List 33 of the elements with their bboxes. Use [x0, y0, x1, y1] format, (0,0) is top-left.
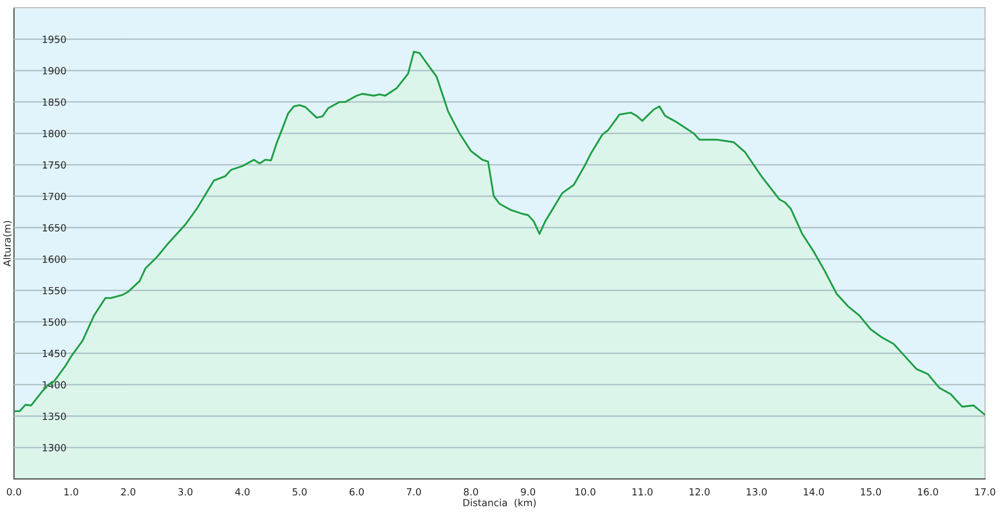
- x-tick-label: 11.0: [632, 488, 652, 496]
- x-tick-label: 17.0: [975, 488, 996, 496]
- x-tick-label: 5.0: [292, 488, 307, 496]
- x-tick-label: 15.0: [861, 488, 881, 496]
- x-tick-label: 1.0: [64, 488, 78, 496]
- x-tick-label: 14.0: [804, 488, 824, 496]
- y-tick-label: 1350: [42, 412, 66, 420]
- y-tick-label: 1950: [42, 36, 66, 43]
- x-tick-label: 10.0: [575, 488, 596, 496]
- y-tick-label: 1550: [42, 286, 66, 294]
- y-tick-label: 1700: [42, 192, 66, 200]
- y-tick-label: 1900: [42, 67, 66, 74]
- y-tick-label: 1650: [42, 224, 66, 232]
- y-tick-label: 1500: [42, 318, 66, 326]
- x-tick-label: 9.0: [520, 488, 536, 496]
- y-tick-label: 1850: [42, 98, 66, 106]
- x-tick-label: 8.0: [464, 488, 478, 496]
- x-tick-label: 3.0: [178, 488, 192, 496]
- x-tick-label: 6.0: [350, 488, 364, 496]
- x-tick-label: 0.0: [6, 488, 22, 496]
- y-tick-label: 1800: [42, 130, 66, 138]
- x-tick-label: 16.0: [918, 488, 938, 496]
- y-tick-label: 1300: [42, 444, 66, 452]
- x-tick-label: 13.0: [746, 488, 767, 496]
- y-tick-label: 1750: [42, 161, 66, 169]
- x-axis-title: Distancia (km): [463, 498, 536, 508]
- x-tick-label: 2.0: [121, 488, 136, 496]
- y-tick-label: 1450: [42, 350, 66, 358]
- y-axis-title: Altura(m): [3, 221, 12, 266]
- x-tick-label: 12.0: [690, 488, 710, 496]
- x-tick-label: 4.0: [235, 488, 250, 496]
- y-tick-label: 1600: [42, 256, 66, 263]
- x-tick-label: 7.0: [406, 488, 421, 496]
